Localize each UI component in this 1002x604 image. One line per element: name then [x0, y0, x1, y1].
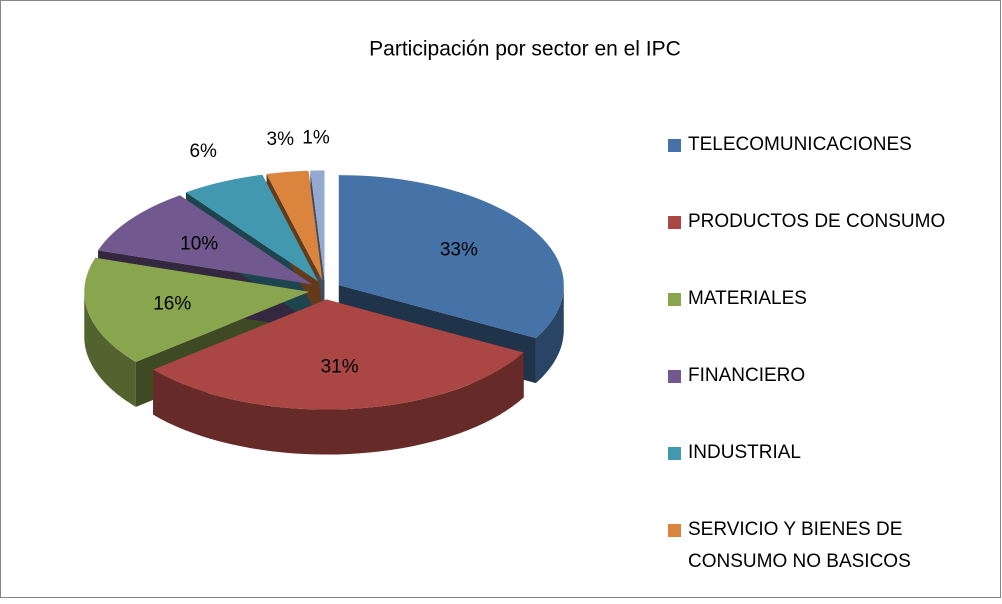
legend-label: INDUSTRIAL: [688, 442, 801, 463]
pie: 33% 31% 16% 10% 6% 3% 1%: [84, 127, 564, 455]
data-label: 6%: [189, 141, 217, 162]
slice: [185, 174, 319, 282]
legend-label: SERVICIO Y BIENES DE CONSUMO NO BASICOS: [688, 519, 911, 572]
legend-swatch: [668, 293, 681, 306]
data-label: 31%: [321, 356, 359, 377]
chart-title: Participación por sector en el IPC: [369, 38, 681, 61]
slice: [98, 195, 313, 285]
slice: [153, 299, 524, 410]
legend-label-line: CONSUMO NO BASICOS: [688, 551, 911, 572]
data-label: 3%: [267, 129, 295, 150]
legend-swatch: [668, 524, 681, 537]
legend-label: MATERIALES: [688, 288, 807, 309]
slice: [84, 257, 310, 362]
legend-swatch: [668, 216, 681, 229]
pie-labels: 33% 31% 16% 10% 6% 3% 1%: [153, 127, 478, 377]
legend-label-line: SERVICIO Y BIENES DE: [688, 519, 902, 540]
legend-label: FINANCIERO: [688, 365, 805, 386]
data-label: 16%: [153, 294, 191, 315]
data-label: 1%: [302, 127, 330, 148]
legend-swatch: [668, 370, 681, 383]
legend-swatch: [668, 447, 681, 460]
data-label: 33%: [440, 239, 478, 260]
slice: [310, 170, 325, 281]
legend-swatch: [668, 139, 681, 152]
slice-side: [153, 352, 524, 455]
slice: [266, 170, 323, 281]
pie-tops: [84, 170, 564, 410]
data-label: 10%: [180, 233, 218, 254]
legend-label: PRODUCTOS DE CONSUMO: [688, 211, 945, 232]
legend: TELECOMUNICACIONES PRODUCTOS DE CONSUMO MA…: [668, 134, 945, 572]
slice-side: [84, 291, 136, 407]
slice-side: [535, 285, 564, 384]
slice: [338, 175, 564, 339]
legend-label: TELECOMUNICACIONES: [688, 134, 912, 155]
